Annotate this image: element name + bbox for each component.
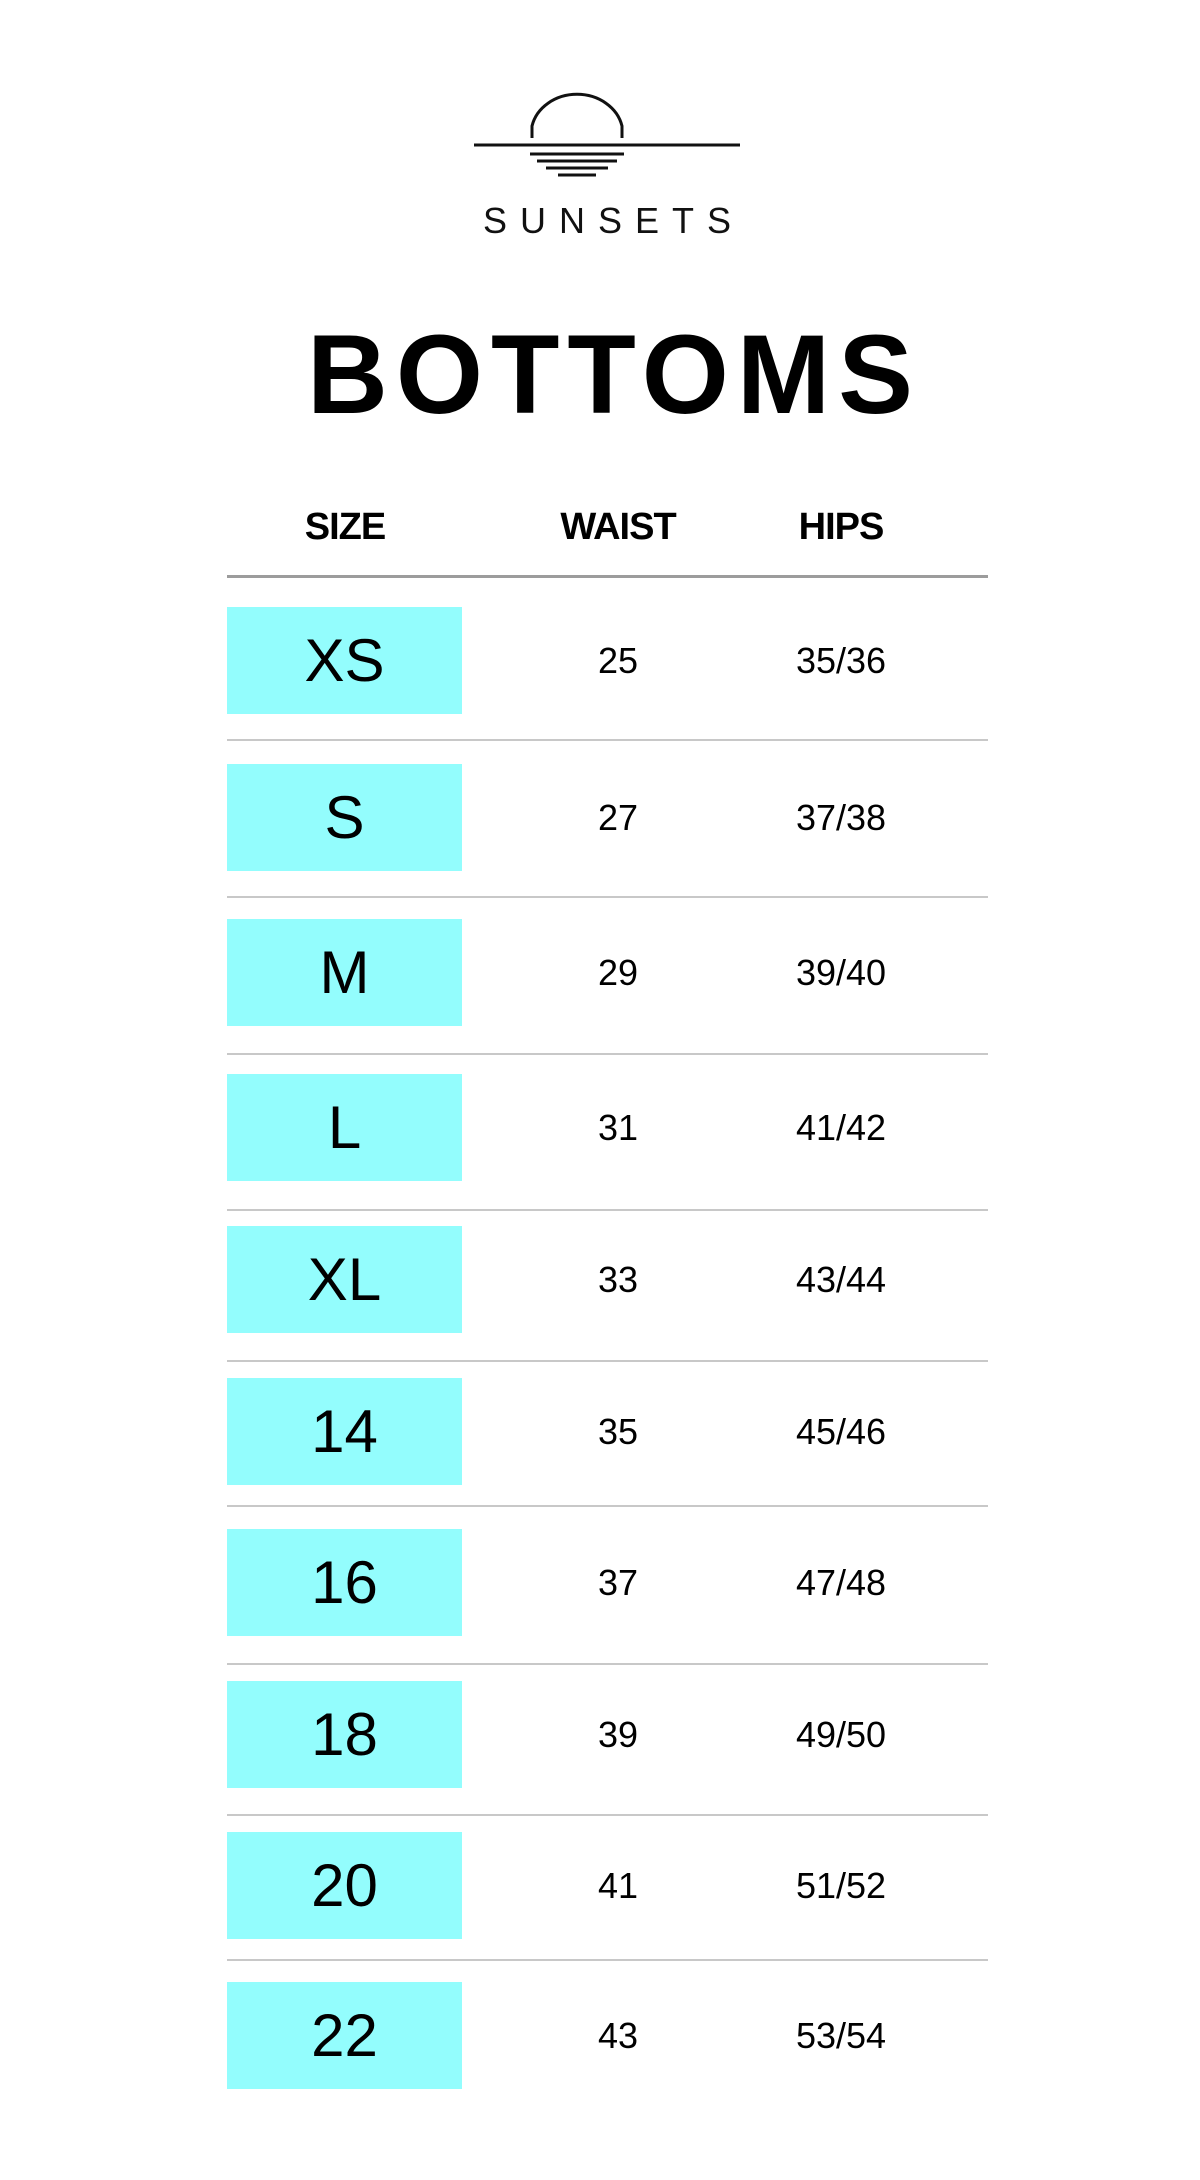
size-cell: XS	[227, 607, 462, 714]
waist-cell: 27	[597, 796, 639, 838]
size-cell: S	[227, 764, 462, 871]
page-title: BOTTOMS	[307, 312, 921, 437]
waist-cell: 31	[597, 1106, 639, 1148]
hips-cell: 39/40	[795, 951, 887, 993]
waist-cell: 39	[597, 1713, 639, 1755]
table-row: 22 43 53/54	[0, 1982, 1200, 2089]
row-divider	[227, 1814, 988, 1816]
header-waist: WAIST	[560, 506, 676, 548]
waist-cell: 43	[597, 2014, 639, 2056]
size-cell: M	[227, 919, 462, 1026]
hips-cell: 45/46	[795, 1410, 887, 1452]
table-row: M 29 39/40	[0, 919, 1200, 1026]
hips-cell: 47/48	[795, 1561, 887, 1603]
header-hips: HIPS	[798, 506, 885, 548]
table-row: 14 35 45/46	[0, 1378, 1200, 1485]
row-divider	[227, 1663, 988, 1665]
table-row: 18 39 49/50	[0, 1681, 1200, 1788]
size-cell: XL	[227, 1226, 462, 1333]
brand-name: SUNSETS	[482, 200, 745, 241]
hips-cell: 43/44	[795, 1258, 887, 1300]
row-divider	[227, 1209, 988, 1211]
table-row: S 27 37/38	[0, 764, 1200, 871]
table-row: L 31 41/42	[0, 1074, 1200, 1181]
hips-cell: 41/42	[795, 1106, 887, 1148]
waist-cell: 33	[597, 1258, 639, 1300]
size-cell: 20	[227, 1832, 462, 1939]
table-row: XL 33 43/44	[0, 1226, 1200, 1333]
row-divider	[227, 896, 988, 898]
hips-cell: 53/54	[795, 2014, 887, 2056]
header-divider	[227, 575, 988, 578]
waist-cell: 25	[597, 639, 639, 681]
waist-cell: 37	[597, 1561, 639, 1603]
size-cell: 16	[227, 1529, 462, 1636]
header-size: SIZE	[304, 506, 386, 548]
hips-cell: 51/52	[795, 1864, 887, 1906]
table-row: XS 25 35/36	[0, 607, 1200, 714]
row-divider	[227, 1959, 988, 1961]
row-divider	[227, 1505, 988, 1507]
hips-cell: 49/50	[795, 1713, 887, 1755]
size-cell: 18	[227, 1681, 462, 1788]
table-row: 16 37 47/48	[0, 1529, 1200, 1636]
table-row: 20 41 51/52	[0, 1832, 1200, 1939]
waist-cell: 29	[597, 951, 639, 993]
row-divider	[227, 1053, 988, 1055]
size-cell: L	[227, 1074, 462, 1181]
sun-over-horizon-icon	[474, 92, 740, 177]
hips-cell: 37/38	[795, 796, 887, 838]
waist-cell: 35	[597, 1410, 639, 1452]
row-divider	[227, 739, 988, 741]
hips-cell: 35/36	[795, 639, 887, 681]
size-cell: 22	[227, 1982, 462, 2089]
waist-cell: 41	[597, 1864, 639, 1906]
row-divider	[227, 1360, 988, 1362]
size-cell: 14	[227, 1378, 462, 1485]
